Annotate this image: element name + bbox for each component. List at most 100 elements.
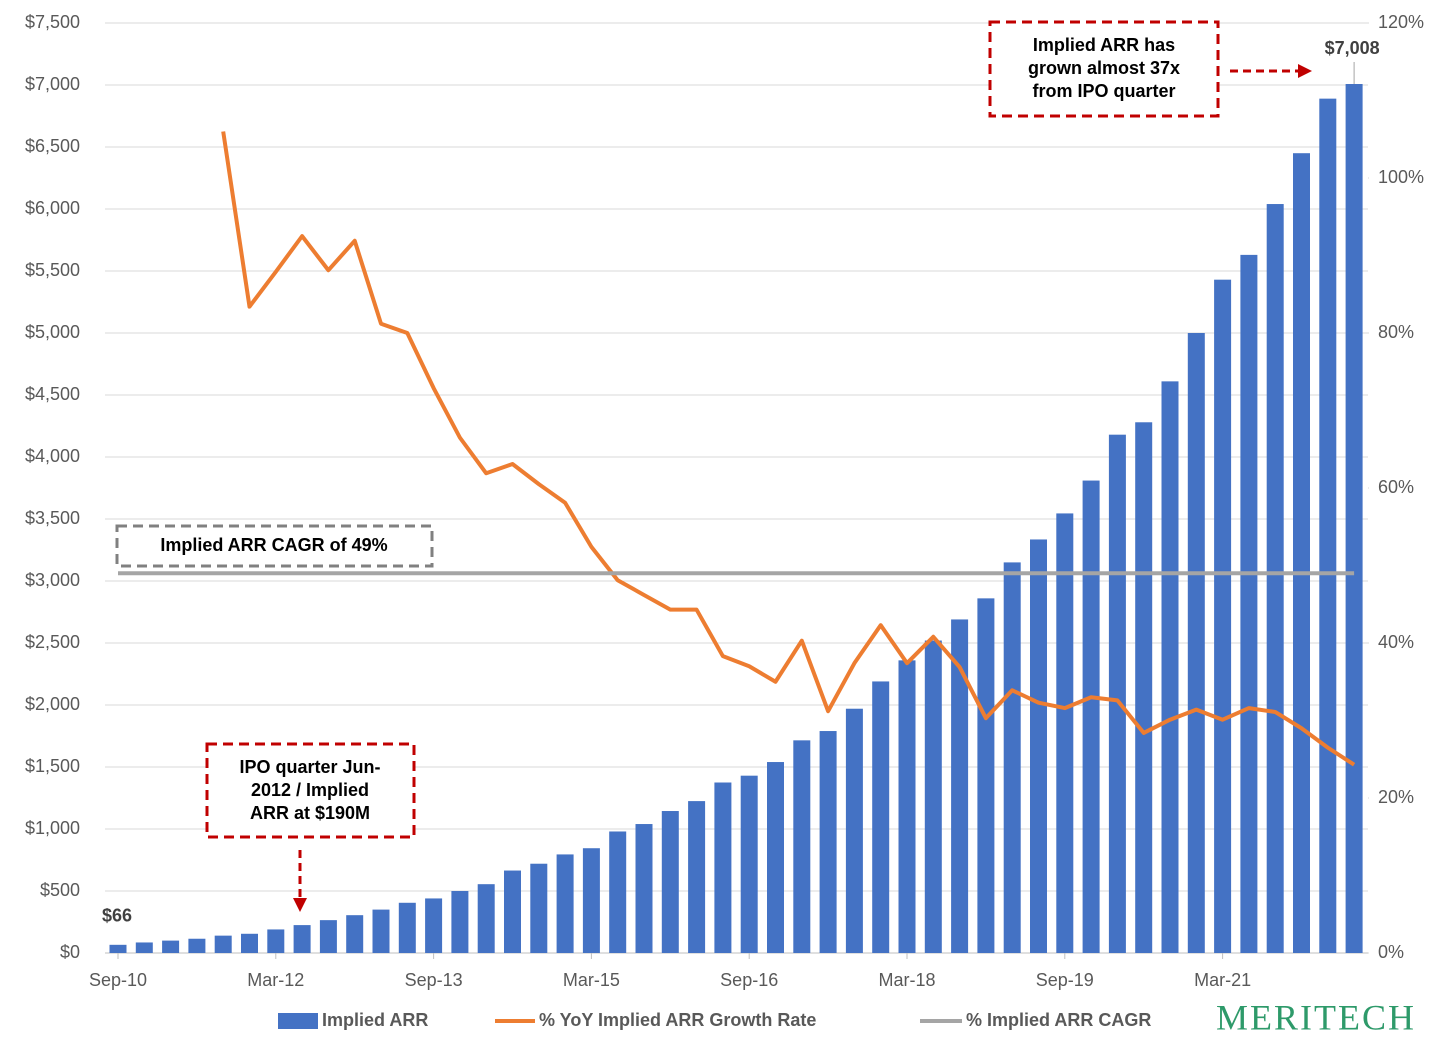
bar — [477, 884, 495, 953]
bar — [135, 942, 153, 953]
bar — [372, 909, 390, 953]
x-tick-label: Mar-21 — [1194, 970, 1251, 990]
y-tick-label: $5,000 — [25, 322, 80, 342]
x-tick-label: Sep-13 — [405, 970, 463, 990]
bar — [793, 740, 811, 953]
bar — [1214, 279, 1232, 953]
y-tick-label: $6,000 — [25, 198, 80, 218]
bar — [241, 933, 258, 953]
bar — [872, 681, 890, 953]
bar — [556, 854, 574, 953]
x-tick-label: Sep-10 — [89, 970, 147, 990]
bar — [767, 762, 784, 953]
y2-tick-label: 20% — [1378, 787, 1414, 807]
annotation-text: IPO quarter Jun- — [239, 757, 380, 777]
annotation-box — [988, 20, 1220, 118]
bar — [1108, 434, 1126, 953]
x-tick-label: Sep-16 — [720, 970, 778, 990]
bar — [661, 811, 679, 953]
line — [221, 131, 1356, 767]
annotation-text: Implied ARR CAGR of 49% — [160, 535, 387, 555]
bar — [398, 902, 416, 953]
y-tick-label: $500 — [40, 880, 80, 900]
y2-tick-label: 60% — [1378, 477, 1414, 497]
bar — [1135, 422, 1153, 953]
bar — [1266, 204, 1284, 954]
y-tick-label: $3,500 — [25, 508, 80, 528]
y-tick-label: $4,500 — [25, 384, 80, 404]
annotation-box — [205, 742, 416, 839]
annotation-text: from IPO quarter — [1032, 81, 1175, 101]
x-tick-label: Mar-12 — [247, 970, 304, 990]
x-tick-label: Mar-18 — [878, 970, 935, 990]
bar — [1293, 153, 1310, 953]
brand: MERITECH — [1216, 997, 1416, 1037]
bar — [1319, 98, 1337, 953]
bar — [819, 731, 837, 953]
annotation-text: Implied ARR has — [1033, 35, 1175, 55]
data-label: $7,008 — [1325, 38, 1380, 58]
bar — [1082, 480, 1100, 953]
y2-tick-label: 40% — [1378, 632, 1414, 652]
arrow-head — [293, 898, 307, 912]
bar — [425, 898, 443, 953]
y-tick-label: $5,500 — [25, 260, 80, 280]
bar — [319, 920, 337, 953]
bar — [504, 870, 521, 953]
annotation-text: 2012 / Implied — [251, 780, 369, 800]
bar — [1056, 513, 1074, 953]
x-tick-label: Mar-15 — [563, 970, 620, 990]
bar — [845, 708, 863, 953]
annotation-text: ARR at $190M — [250, 803, 370, 823]
bar — [714, 782, 732, 953]
annotation-text: grown almost 37x — [1028, 58, 1180, 78]
bar — [293, 925, 311, 953]
bar — [609, 831, 627, 953]
bar — [924, 640, 942, 953]
bar — [346, 915, 364, 953]
bar — [1240, 254, 1258, 953]
bar — [1187, 333, 1205, 953]
y-tick-label: $7,000 — [25, 74, 80, 94]
y-tick-label: $4,000 — [25, 446, 80, 466]
bar — [1161, 381, 1179, 953]
bar — [1345, 84, 1363, 954]
bar — [740, 775, 758, 953]
y-tick-label: $2,500 — [25, 632, 80, 652]
y-tick-label: $0 — [60, 942, 80, 962]
bar — [1030, 539, 1047, 953]
bar — [951, 619, 969, 953]
bar — [451, 891, 469, 953]
y-tick-label: $6,500 — [25, 136, 80, 156]
y2-tick-label: 0% — [1378, 942, 1404, 962]
legend-label: Implied ARR — [322, 1010, 428, 1030]
legend-label: % YoY Implied ARR Growth Rate — [539, 1010, 816, 1030]
bar — [635, 824, 653, 953]
bar — [977, 598, 995, 953]
bar — [898, 660, 916, 953]
legend-label: % Implied ARR CAGR — [966, 1010, 1151, 1030]
data-label: $66 — [102, 906, 132, 926]
y-tick-label: $3,000 — [25, 570, 80, 590]
bar — [1003, 562, 1021, 953]
y-tick-label: $1,500 — [25, 756, 80, 776]
arrow-head — [1298, 64, 1312, 78]
y-tick-label: $7,500 — [25, 12, 80, 32]
bar — [582, 848, 600, 953]
y2-tick-label: 120% — [1378, 12, 1424, 32]
bar — [214, 935, 232, 953]
bar — [162, 940, 180, 953]
x-tick-label: Sep-19 — [1036, 970, 1094, 990]
bar — [530, 863, 548, 953]
y2-tick-label: 80% — [1378, 322, 1414, 342]
bar — [688, 801, 706, 953]
legend-swatch — [278, 1013, 318, 1029]
bar — [188, 938, 206, 953]
y-tick-label: $1,000 — [25, 818, 80, 838]
bar — [109, 944, 127, 953]
y-tick-label: $2,000 — [25, 694, 80, 714]
bar — [267, 929, 285, 953]
annotation-box — [115, 524, 434, 568]
y2-tick-label: 100% — [1378, 167, 1424, 187]
